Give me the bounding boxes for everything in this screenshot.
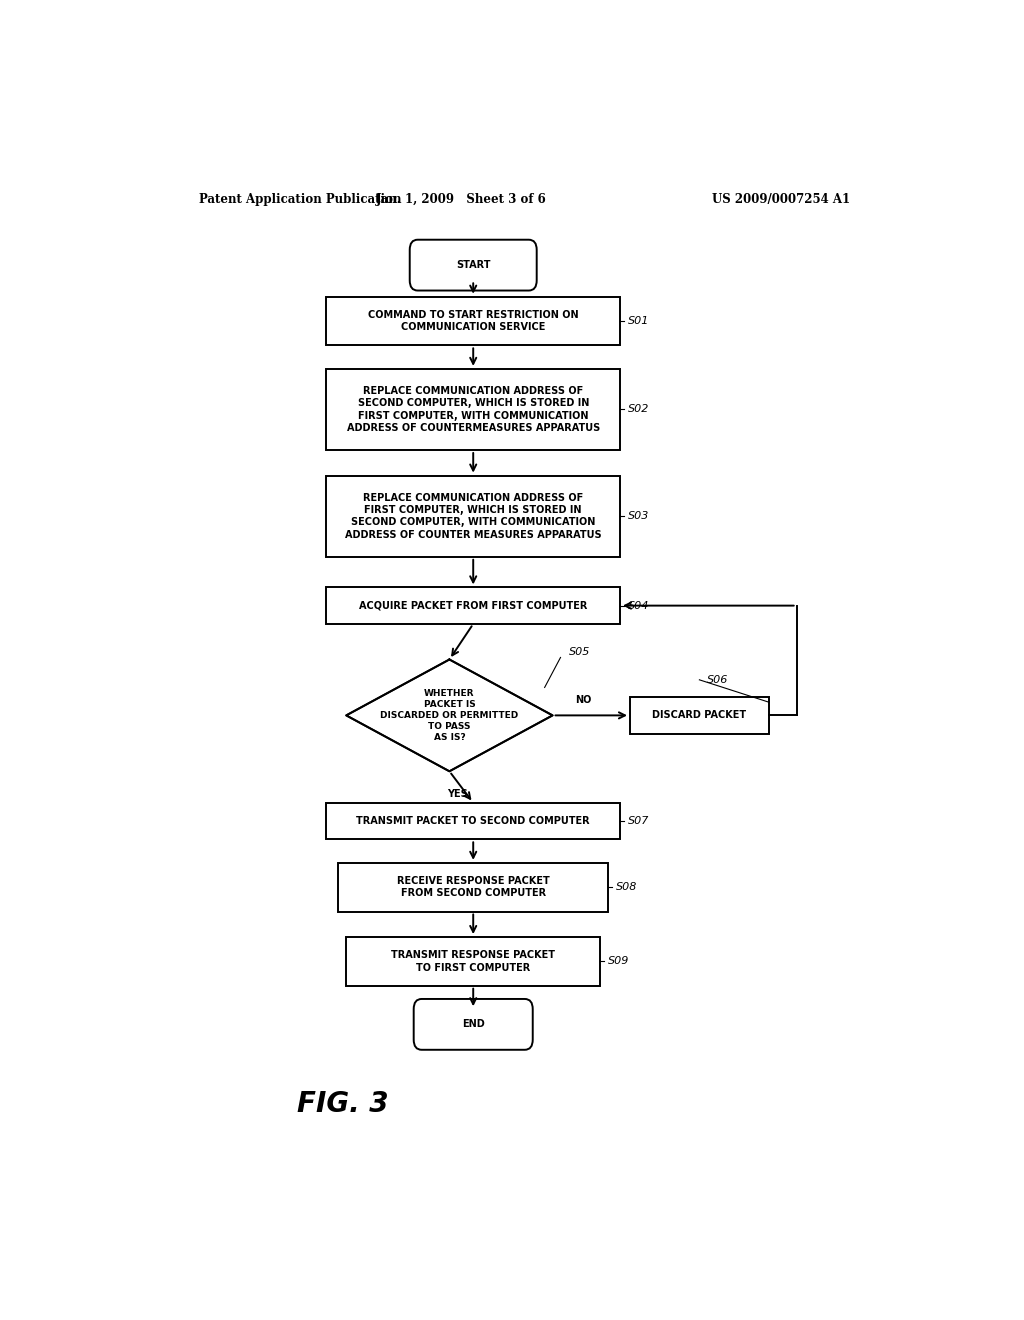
Text: S09: S09 (608, 957, 630, 966)
Text: US 2009/0007254 A1: US 2009/0007254 A1 (712, 193, 850, 206)
Text: S04: S04 (628, 601, 649, 611)
Text: S05: S05 (568, 647, 590, 657)
Text: FIG. 3: FIG. 3 (297, 1089, 388, 1118)
Bar (327, 297, 620, 346)
Text: ACQUIRE PACKET FROM FIRST COMPUTER: ACQUIRE PACKET FROM FIRST COMPUTER (359, 601, 588, 611)
Bar (327, 368, 620, 450)
Text: COMMAND TO START RESTRICTION ON
COMMUNICATION SERVICE: COMMAND TO START RESTRICTION ON COMMUNIC… (368, 310, 579, 333)
Text: NO: NO (575, 696, 592, 705)
FancyBboxPatch shape (410, 240, 537, 290)
Text: S07: S07 (628, 816, 649, 826)
Text: END: END (462, 1019, 484, 1030)
Text: DISCARD PACKET: DISCARD PACKET (652, 710, 746, 721)
Text: START: START (456, 260, 490, 271)
Bar (327, 587, 620, 624)
Text: WHETHER
PACKET IS
DISCARDED OR PERMITTED
TO PASS
AS IS?: WHETHER PACKET IS DISCARDED OR PERMITTED… (380, 689, 518, 742)
FancyBboxPatch shape (414, 999, 532, 1049)
Bar (630, 697, 769, 734)
Text: S02: S02 (628, 404, 649, 414)
Text: Patent Application Publication: Patent Application Publication (200, 193, 402, 206)
Bar (346, 937, 600, 986)
Text: TRANSMIT RESPONSE PACKET
TO FIRST COMPUTER: TRANSMIT RESPONSE PACKET TO FIRST COMPUT… (391, 950, 555, 973)
Text: S03: S03 (628, 511, 649, 521)
Text: YES: YES (446, 788, 468, 799)
Bar (338, 863, 608, 912)
Text: S01: S01 (628, 315, 649, 326)
Text: REPLACE COMMUNICATION ADDRESS OF
SECOND COMPUTER, WHICH IS STORED IN
FIRST COMPU: REPLACE COMMUNICATION ADDRESS OF SECOND … (346, 385, 600, 433)
Polygon shape (346, 660, 553, 771)
Text: S06: S06 (708, 675, 729, 685)
Text: RECEIVE RESPONSE PACKET
FROM SECOND COMPUTER: RECEIVE RESPONSE PACKET FROM SECOND COMP… (397, 876, 550, 899)
Bar (327, 475, 620, 557)
Text: Jan. 1, 2009   Sheet 3 of 6: Jan. 1, 2009 Sheet 3 of 6 (376, 193, 547, 206)
Bar (327, 803, 620, 840)
Text: TRANSMIT PACKET TO SECOND COMPUTER: TRANSMIT PACKET TO SECOND COMPUTER (356, 816, 590, 826)
Text: REPLACE COMMUNICATION ADDRESS OF
FIRST COMPUTER, WHICH IS STORED IN
SECOND COMPU: REPLACE COMMUNICATION ADDRESS OF FIRST C… (345, 492, 601, 540)
Text: S08: S08 (616, 882, 637, 892)
